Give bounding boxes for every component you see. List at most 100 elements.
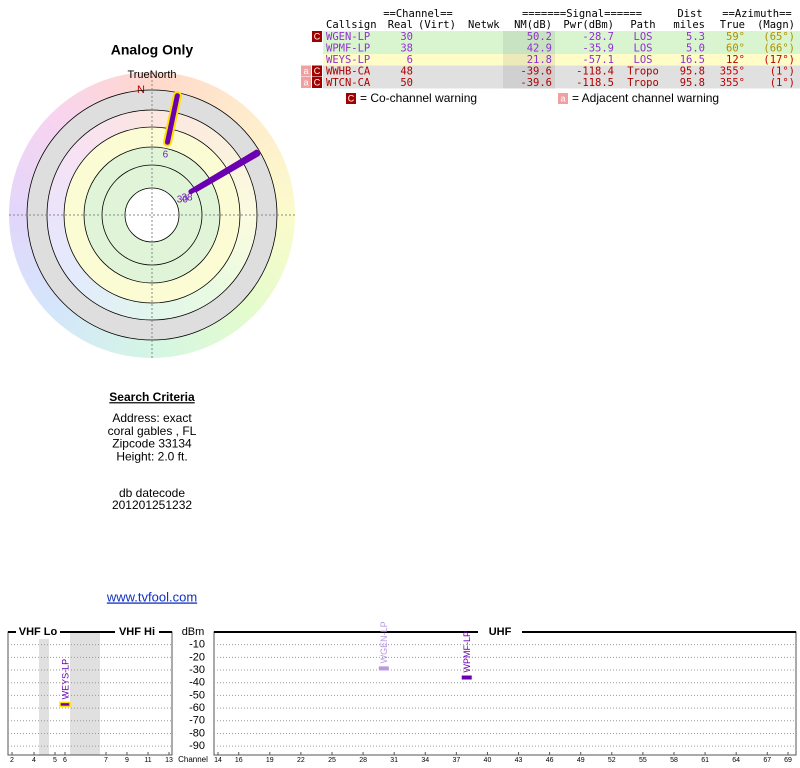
cell: LOS	[634, 43, 653, 55]
x-tick-label: 16	[235, 757, 243, 764]
datecode-label: db datecode	[119, 486, 185, 500]
flag-box	[301, 77, 311, 88]
x-tick-label: 13	[165, 757, 173, 764]
y-tick-label: -20	[189, 651, 205, 663]
cell: 5.0	[686, 43, 705, 55]
station-bar	[164, 93, 180, 145]
cell: WWHB-CA	[326, 66, 371, 78]
x-tick-label: 52	[608, 757, 616, 764]
station-bar	[193, 151, 261, 193]
y-tick-label: -50	[189, 689, 205, 701]
station-label: 30	[177, 194, 189, 205]
y-axis-label: dBm	[182, 626, 205, 638]
band-label-bg	[115, 625, 159, 639]
x-tick-label: 25	[328, 757, 336, 764]
flag-box	[301, 65, 311, 77]
search-line: Height: 2.0 ft.	[116, 449, 187, 463]
polar-ring	[26, 89, 278, 341]
y-tick-label: -90	[189, 740, 205, 752]
station-label: 38	[181, 192, 193, 203]
cell: 50	[400, 77, 413, 89]
column-header: Netwk	[468, 19, 500, 31]
cell: 30	[400, 31, 413, 43]
search-line: coral gables , FL	[108, 424, 197, 438]
y-tick-label: -10	[189, 639, 205, 651]
header-group: ==Azimuth==	[722, 8, 792, 20]
x-tick-label: 61	[701, 757, 709, 764]
band-label-bg	[16, 625, 60, 639]
cell: 50.2	[527, 31, 552, 43]
cell: 95.8	[680, 66, 705, 78]
nm-col-bg	[503, 42, 555, 54]
cell: WTCN-CA	[326, 77, 371, 89]
nm-col-bg	[503, 31, 555, 43]
column-header: (Magn)	[757, 19, 795, 31]
row-bg	[323, 65, 800, 77]
column-header: miles	[673, 19, 705, 31]
cell: 95.8	[680, 77, 705, 89]
cell: 355°	[720, 77, 745, 89]
cell: 16.5	[680, 54, 705, 66]
cell: WEYS-LP	[326, 54, 370, 66]
cell: -39.6	[520, 66, 552, 78]
search-line: Zipcode 33134	[112, 437, 192, 451]
x-tick-label: 31	[390, 757, 398, 764]
cell: WGEN-LP	[326, 31, 370, 43]
row-bg	[323, 42, 800, 54]
cell: 59°	[726, 31, 745, 43]
x-tick-label: 9	[125, 757, 129, 764]
x-tick-label: 11	[144, 757, 151, 764]
cell: LOS	[634, 54, 653, 66]
cell: 60°	[726, 43, 745, 55]
x-tick-label: 6	[63, 757, 67, 764]
flag-box	[346, 93, 356, 104]
cell: -35.9	[582, 43, 614, 55]
datecode: 201201251232	[112, 498, 192, 512]
x-tick-label: 58	[670, 757, 678, 764]
x-tick-label: 64	[732, 757, 740, 764]
column-header: NM(dB)	[514, 19, 552, 31]
panel	[213, 631, 797, 756]
site-link[interactable]: www.tvfool.com	[106, 589, 197, 604]
n-marker: N	[137, 84, 145, 96]
flag: C	[314, 77, 321, 87]
search-title: Search Criteria	[109, 390, 195, 404]
cell: 6	[407, 54, 413, 66]
cell: 21.8	[527, 54, 552, 66]
cell: (17°)	[763, 54, 795, 66]
row-bg	[323, 54, 800, 66]
cell: WPMF-LP	[326, 43, 370, 55]
x-tick-label: 40	[484, 757, 492, 764]
cell: -118.5	[576, 77, 614, 89]
legend-text: = Co-channel warning	[360, 91, 477, 105]
x-tick-label: 49	[577, 757, 585, 764]
polar-ring	[83, 146, 221, 284]
cell: (66°)	[763, 43, 795, 55]
x-tick-label: 28	[359, 757, 367, 764]
column-header: True	[720, 19, 745, 31]
x-tick-label: 22	[297, 757, 305, 764]
signal-label: WPMF-LP	[462, 631, 472, 673]
x-tick-label: 19	[266, 757, 274, 764]
y-tick-label: -30	[189, 664, 205, 676]
flag: a	[560, 93, 565, 103]
header-group: ==Channel==	[383, 8, 453, 20]
band-label-bg	[478, 625, 522, 639]
x-tick-label: 34	[421, 757, 429, 764]
cell: Tropo	[627, 77, 659, 89]
cell: -39.6	[520, 77, 552, 89]
x-tick-label: 37	[452, 757, 460, 764]
y-tick-label: -80	[189, 727, 205, 739]
cell: LOS	[634, 31, 653, 43]
flag: C	[314, 31, 321, 41]
x-tick-label: 4	[32, 757, 36, 764]
flag: C	[314, 66, 321, 76]
station-label: 6	[163, 150, 169, 161]
signal-bar	[378, 666, 389, 671]
cell: 12°	[726, 54, 745, 66]
nm-col-bg	[503, 65, 555, 77]
x-tick-label: 7	[104, 757, 108, 764]
nm-col-bg	[503, 54, 555, 66]
